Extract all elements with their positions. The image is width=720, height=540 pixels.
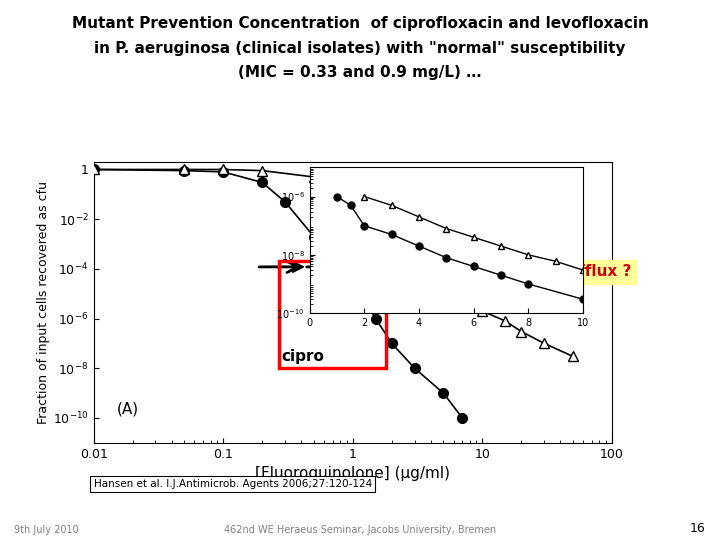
Text: 16: 16 (690, 522, 706, 535)
Text: Mutant Prevention Concentration  of ciprofloxacin and levofloxacin: Mutant Prevention Concentration of cipro… (71, 16, 649, 31)
Text: 462nd WE Heraeus Seminar, Jacobs University, Bremen: 462nd WE Heraeus Seminar, Jacobs Univers… (224, 524, 496, 535)
Text: Hansen et al. I.J.Antimicrob. Agents 2006;27:120-124: Hansen et al. I.J.Antimicrob. Agents 200… (94, 478, 372, 489)
Y-axis label: Fraction of input cells recovered as cfu: Fraction of input cells recovered as cfu (37, 181, 50, 424)
Text: First mutants or efflux ?: First mutants or efflux ? (423, 265, 631, 279)
Text: (MIC = 0.33 and 0.9 mg/L) …: (MIC = 0.33 and 0.9 mg/L) … (238, 65, 482, 80)
Text: cipro: cipro (281, 349, 324, 364)
Text: in P. aeruginosa (clinical isolates) with "normal" susceptibility: in P. aeruginosa (clinical isolates) wit… (94, 40, 626, 56)
X-axis label: [Fluoroquinolone] (µg/ml): [Fluoroquinolone] (µg/ml) (256, 466, 450, 481)
Text: (A): (A) (117, 402, 138, 416)
Text: 9th July 2010: 9th July 2010 (14, 524, 79, 535)
